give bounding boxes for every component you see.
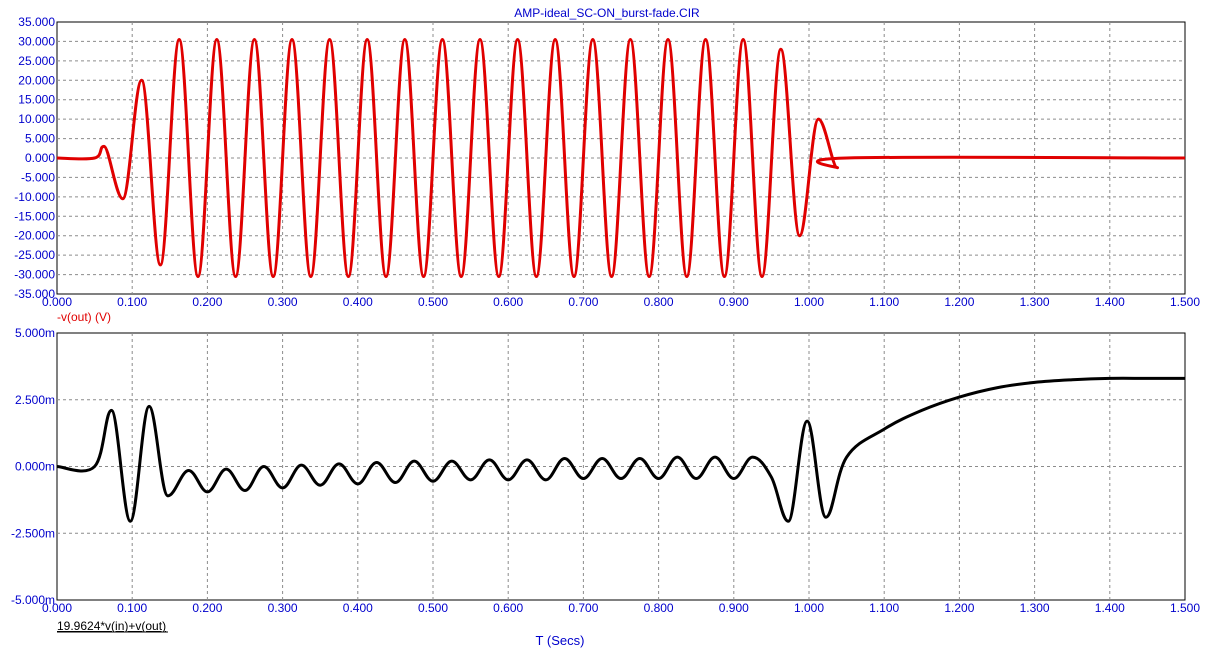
x-axis-label: T (Secs)	[536, 633, 585, 648]
top-y-tick-label: 10.000	[18, 112, 55, 126]
bottom-x-tick-label: 0.600	[493, 601, 523, 615]
bottom-x-tick-label: 0.200	[192, 601, 222, 615]
bottom-series-line	[56, 376, 1185, 523]
top-x-tick-label: 0.900	[719, 295, 749, 309]
top-y-tick-label: 15.000	[18, 93, 55, 107]
top-y-axis-label: -v(out) (V)	[57, 310, 111, 324]
bottom-grid	[57, 333, 1185, 600]
bottom-x-tick-label: 1.200	[944, 601, 974, 615]
bottom-y-ticks: 5.000m 2.500m 0.000m -2.500m -5.000m	[11, 326, 55, 607]
bottom-x-tick-label: 0.400	[343, 601, 373, 615]
chart-title: AMP-ideal_SC-ON_burst-fade.CIR	[514, 6, 700, 20]
top-x-tick-label: 1.100	[869, 295, 899, 309]
top-y-tick-label: 25.000	[18, 54, 55, 68]
top-y-tick-label: -15.000	[14, 209, 55, 223]
top-panel: 35.000 30.000 25.000 20.000 15.000 10.000 5.00…	[14, 15, 1200, 324]
bottom-x-tick-label: 0.800	[644, 601, 674, 615]
bottom-x-tick-label: 1.500	[1170, 601, 1200, 615]
top-x-tick-label: 1.300	[1020, 295, 1050, 309]
top-x-tick-label: 0.000	[42, 295, 72, 309]
top-x-tick-label: 1.500	[1170, 295, 1200, 309]
top-x-tick-label: 0.500	[418, 295, 448, 309]
bottom-x-tick-label: 1.300	[1020, 601, 1050, 615]
top-y-tick-label: -25.000	[14, 248, 55, 262]
top-x-tick-label: 0.200	[192, 295, 222, 309]
bottom-series	[56, 376, 1185, 523]
bottom-x-tick-label: 0.100	[117, 601, 147, 615]
bottom-x-tick-label: 1.000	[794, 601, 824, 615]
top-y-tick-label: -5.000	[21, 170, 55, 184]
top-y-tick-label: 30.000	[18, 34, 55, 48]
top-y-ticks: 35.000 30.000 25.000 20.000 15.000 10.000 5.00…	[14, 15, 55, 301]
top-y-tick-label: -10.000	[14, 190, 55, 204]
bottom-y-tick-label: 0.000m	[15, 460, 55, 474]
top-x-tick-label: 0.800	[644, 295, 674, 309]
top-y-tick-label: 20.000	[18, 73, 55, 87]
bottom-x-tick-label: 0.500	[418, 601, 448, 615]
top-y-tick-label: -35.000	[14, 287, 55, 301]
bottom-x-tick-label: 0.300	[268, 601, 298, 615]
top-x-tick-label: 0.700	[568, 295, 598, 309]
bottom-x-ticks: 0.000 0.100 0.200 0.300 0.400 0.500 0.600 0.700…	[42, 601, 1200, 615]
bottom-x-tick-label: 1.400	[1095, 601, 1125, 615]
top-x-tick-label: 1.000	[794, 295, 824, 309]
bottom-x-tick-label: 0.900	[719, 601, 749, 615]
bottom-x-tick-label: 1.100	[869, 601, 899, 615]
top-y-tick-label: 0.000	[25, 151, 55, 165]
top-y-tick-label: -20.000	[14, 229, 55, 243]
top-x-tick-label: 1.400	[1095, 295, 1125, 309]
top-y-tick-label: -30.000	[14, 268, 55, 282]
top-x-tick-label: 0.100	[117, 295, 147, 309]
top-x-ticks: 0.000 0.100 0.200 0.300 0.400 0.500 0.600 0.700…	[42, 295, 1200, 309]
top-series-line	[56, 37, 1186, 279]
bottom-x-tick-label: 0.700	[568, 601, 598, 615]
top-x-tick-label: 0.300	[268, 295, 298, 309]
bottom-y-tick-label: 2.500m	[15, 393, 55, 407]
top-y-tick-label: 35.000	[18, 15, 55, 29]
bottom-y-tick-label: 5.000m	[15, 326, 55, 340]
bottom-y-tick-label: -2.500m	[11, 526, 55, 540]
top-y-tick-label: 5.000	[25, 132, 55, 146]
bottom-x-tick-label: 0.000	[42, 601, 72, 615]
top-x-tick-label: 1.200	[944, 295, 974, 309]
bottom-y-tick-label: -5.000m	[11, 593, 55, 607]
bottom-y-axis-label: 19.9624*v(in)+v(out)	[57, 619, 166, 633]
top-x-tick-label: 0.600	[493, 295, 523, 309]
top-x-tick-label: 0.400	[343, 295, 373, 309]
top-series	[56, 37, 1186, 279]
